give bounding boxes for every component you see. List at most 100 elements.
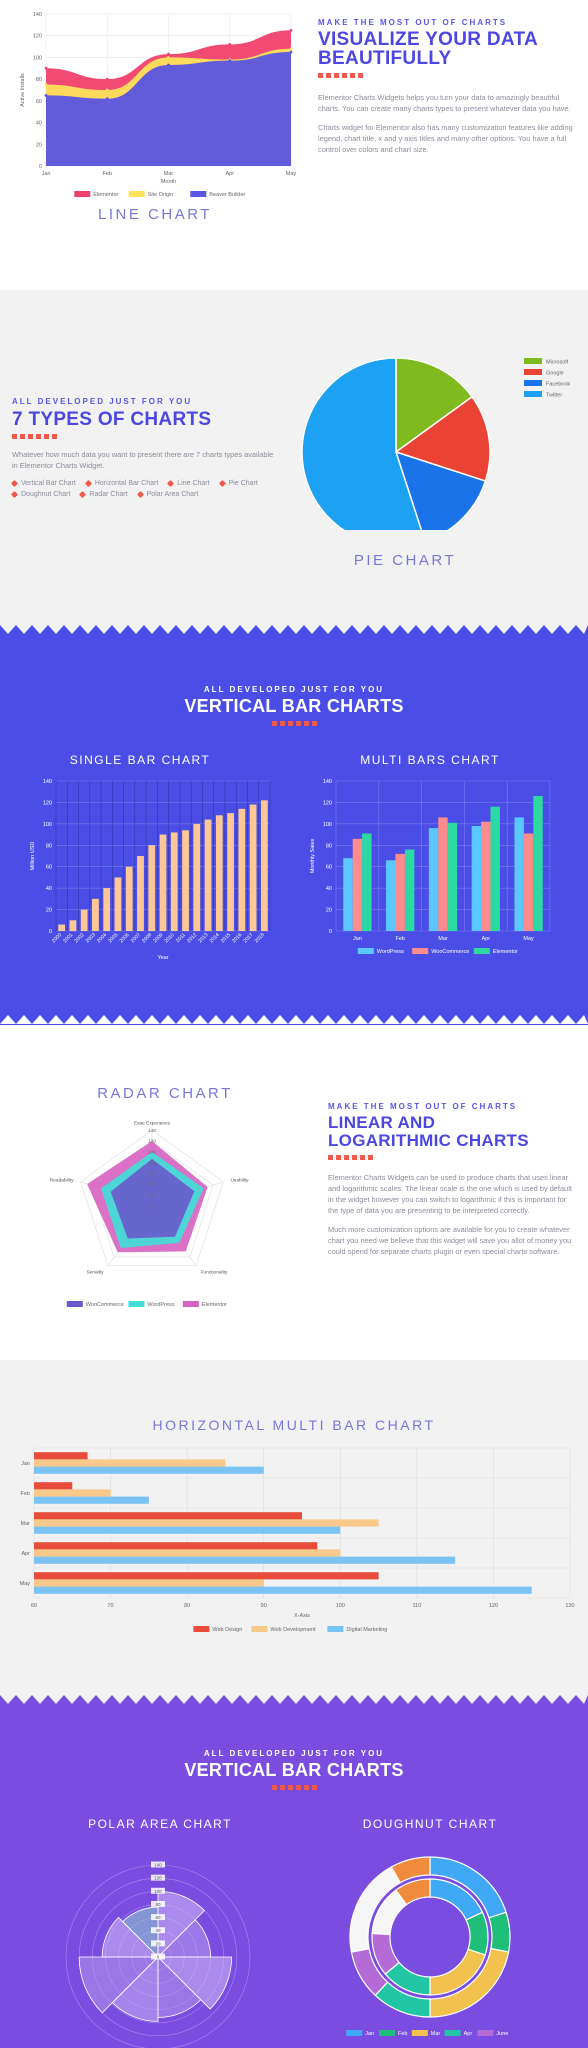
legend-swatch	[524, 380, 542, 386]
legend-swatch	[473, 948, 490, 954]
r-tick-bg	[151, 1927, 165, 1934]
r-tick-label: 20	[155, 1941, 161, 1946]
x-tick-label: Jan	[353, 936, 362, 942]
bar	[170, 832, 178, 931]
section3-kicker: ALL DEVELOPED JUST FOR YOU	[203, 685, 385, 694]
polar-segment	[78, 1956, 159, 2014]
y-tick-label: 20	[36, 142, 42, 148]
data-point	[228, 59, 232, 63]
y-tick-label: 140	[323, 779, 332, 785]
diamond-icon	[167, 479, 175, 488]
y-tick-label: 80	[326, 843, 332, 849]
bar	[34, 1572, 379, 1580]
bar	[159, 834, 167, 931]
chart-types-list: Vertical Bar Chart Horizontal Bar Chart …	[10, 479, 292, 499]
r-tick-bg	[151, 1874, 165, 1881]
bar	[58, 924, 66, 931]
x-tick-label: Feb	[395, 936, 404, 942]
section-chart-types: ALL DEVELOPED JUST FOR YOU 7 TYPES OF CH…	[0, 290, 588, 625]
r-tick-label: 40	[155, 1928, 161, 1933]
bar	[395, 853, 405, 931]
section-polar-doughnut: ALL DEVELOPED JUST FOR YOU VERTICAL BAR …	[0, 1695, 588, 2048]
data-point	[105, 88, 109, 92]
y-axis-title: Monthly Sales	[310, 838, 316, 873]
bar	[386, 860, 396, 931]
bar	[182, 830, 189, 931]
bar	[69, 920, 77, 931]
r-tick-label: 120	[154, 1876, 162, 1881]
bar	[260, 800, 268, 931]
x-tick-label: 80	[184, 1603, 190, 1609]
axis-label: Usability	[230, 1178, 249, 1184]
x-tick-label: 100	[336, 1603, 345, 1609]
bar	[447, 822, 458, 931]
section1-paragraph-2: Charts widget for Elementor also has man…	[318, 123, 573, 154]
r-tick-bg	[151, 1953, 165, 1960]
zigzag-bottom	[0, 1015, 588, 1024]
legend-label: Web Development	[270, 1627, 316, 1633]
section2-title: 7 TYPES OF CHARTS	[12, 409, 212, 430]
x-tick-label: May	[523, 936, 534, 942]
data-point	[105, 77, 109, 81]
y-tick-label: 60	[46, 865, 52, 871]
bar	[471, 826, 482, 931]
section-vertical-bars: ALL DEVELOPED JUST FOR YOU VERTICAL BAR …	[0, 625, 588, 1025]
axis-label: Readability	[50, 1178, 74, 1184]
zigzag-top	[0, 625, 588, 634]
x-tick-label: 2004	[96, 932, 108, 944]
accent-dashes	[12, 434, 282, 439]
legend-label: Elementor	[202, 1302, 227, 1308]
y-tick-label: 20	[326, 908, 332, 914]
bar	[428, 828, 439, 931]
multi-bar-chart: 0 20 40 60 80 100 120 140 Jan Feb Mar Apr May Monthly…	[310, 779, 551, 955]
bar	[34, 1526, 341, 1534]
accent-dashes	[318, 73, 580, 78]
bar	[34, 1459, 226, 1467]
legend-label: WordPress	[377, 949, 404, 955]
bar	[34, 1489, 111, 1497]
legend-label: Elementor	[93, 192, 118, 198]
data-point	[167, 52, 170, 56]
section3-title: VERTICAL BAR CHARTS	[184, 696, 404, 716]
bar	[34, 1542, 318, 1550]
legend-label: Twitter	[546, 393, 562, 399]
pie-chart: Microsoft Google Facebook Twitter	[301, 357, 570, 530]
legend-swatch	[379, 2030, 395, 2036]
bar	[137, 856, 144, 931]
y-tick-label: 100	[33, 55, 42, 61]
x-tick-label: 90	[261, 1603, 267, 1609]
bar	[114, 877, 122, 931]
legend-label: Site Origin	[148, 192, 174, 198]
section6-kicker: ALL DEVELOPED JUST FOR YOU	[203, 1749, 385, 1758]
y-tick-label: 40	[46, 886, 52, 892]
horizontal-bar-chart: 60 70 80 90 100 110 120 130 Jan Feb Mar Apr May X-Axi…	[20, 1447, 575, 1633]
y-tick-label: 140	[33, 12, 42, 18]
section4-kicker: MAKE THE MOST OUT OF CHARTS	[328, 1102, 518, 1111]
x-tick-label: 2018	[254, 932, 266, 944]
legend-swatch	[190, 191, 207, 197]
area-series	[46, 52, 291, 166]
x-axis-title: X-Axis	[294, 1613, 310, 1619]
legend-swatch	[346, 2030, 363, 2036]
y-tick-label: 60	[326, 865, 332, 871]
chart-type-item: Radar Chart	[79, 490, 128, 499]
diamond-icon	[84, 479, 92, 488]
section-line-chart: 0 20 40 60 80 100 120 140 Jan Feb Mar Apr May Active …	[0, 0, 588, 290]
legend-label: Mar	[431, 2031, 441, 2037]
x-tick-label: 130	[565, 1603, 574, 1609]
section1-title-line1: VISUALIZE YOUR DATA	[318, 29, 538, 50]
y-tick-label: 100	[323, 822, 332, 828]
diamond-icon	[10, 479, 19, 488]
section2-kicker: ALL DEVELOPED JUST FOR YOU	[12, 397, 193, 406]
legend-swatch	[327, 1626, 344, 1632]
bar	[204, 819, 212, 931]
bar	[34, 1482, 73, 1490]
bar	[249, 804, 257, 931]
r-tick-label: 60	[149, 1171, 155, 1177]
legend-swatch	[251, 1626, 268, 1632]
x-tick-label: 2012	[186, 932, 198, 944]
section2-paragraph: Whatever how much data you want to prese…	[12, 450, 274, 470]
axis-label: Ease Experience	[134, 1121, 171, 1127]
chart-type-item: Vertical Bar Chart	[10, 479, 76, 488]
x-tick-label: 2013	[197, 932, 209, 944]
